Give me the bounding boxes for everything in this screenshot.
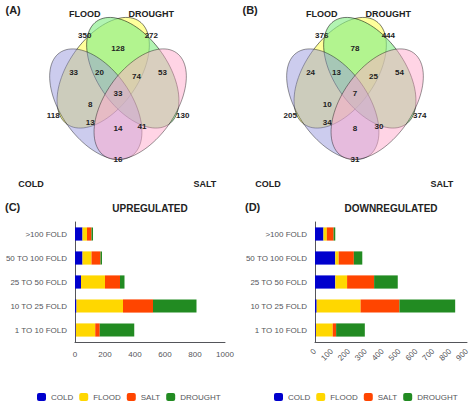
svg-text:200: 200 [98, 350, 112, 359]
svg-text:0: 0 [309, 346, 319, 356]
svg-text:900: 900 [454, 346, 470, 362]
svg-text:FLOOD: FLOOD [93, 393, 121, 402]
svg-text:34: 34 [323, 118, 332, 127]
svg-text:COLD: COLD [255, 179, 281, 189]
svg-text:UPREGULATED: UPREGULATED [112, 203, 187, 214]
svg-text:(C): (C) [5, 201, 21, 213]
svg-text:13: 13 [332, 68, 341, 77]
svg-text:500: 500 [387, 346, 403, 362]
svg-text:7: 7 [353, 89, 358, 98]
svg-text:FLOOD: FLOOD [306, 9, 338, 19]
svg-text:>100 FOLD: >100 FOLD [265, 230, 307, 239]
svg-text:>100 FOLD: >100 FOLD [25, 230, 67, 239]
svg-text:33: 33 [114, 89, 123, 98]
svg-text:SALT: SALT [141, 393, 161, 402]
svg-text:8: 8 [88, 100, 93, 109]
svg-text:700: 700 [421, 346, 437, 362]
svg-text:25 TO 50 FOLD: 25 TO 50 FOLD [10, 278, 67, 287]
svg-text:350: 350 [78, 31, 92, 40]
svg-text:1 TO 10 FOLD: 1 TO 10 FOLD [255, 326, 307, 335]
svg-text:130: 130 [176, 111, 190, 120]
svg-text:(B): (B) [243, 4, 259, 16]
svg-text:376: 376 [315, 31, 329, 40]
svg-text:COLD: COLD [51, 393, 73, 402]
svg-text:100: 100 [319, 346, 335, 362]
svg-text:COLD: COLD [18, 179, 44, 189]
svg-text:600: 600 [158, 350, 172, 359]
svg-text:200: 200 [336, 346, 352, 362]
svg-text:13: 13 [86, 118, 95, 127]
svg-text:53: 53 [158, 68, 167, 77]
svg-text:54: 54 [395, 68, 404, 77]
svg-text:600: 600 [404, 346, 420, 362]
svg-text:10 TO 25 FOLD: 10 TO 25 FOLD [10, 302, 67, 311]
svg-text:16: 16 [114, 155, 123, 164]
svg-text:74: 74 [132, 72, 141, 81]
svg-text:(A): (A) [6, 4, 22, 16]
svg-text:128: 128 [111, 44, 125, 53]
svg-text:FLOOD: FLOOD [69, 9, 101, 19]
svg-text:400: 400 [128, 350, 142, 359]
svg-text:800: 800 [188, 350, 202, 359]
svg-text:14: 14 [114, 124, 123, 133]
svg-text:374: 374 [413, 111, 427, 120]
svg-text:25 TO 50 FOLD: 25 TO 50 FOLD [250, 278, 307, 287]
svg-text:50 TO 100 FOLD: 50 TO 100 FOLD [246, 254, 307, 263]
svg-text:SALT: SALT [194, 179, 217, 189]
svg-text:DROUGHT: DROUGHT [366, 9, 412, 19]
svg-text:DROUGHT: DROUGHT [180, 393, 221, 402]
svg-text:10: 10 [323, 100, 332, 109]
svg-text:25: 25 [369, 72, 378, 81]
svg-text:31: 31 [351, 155, 360, 164]
svg-text:78: 78 [351, 44, 360, 53]
svg-text:50 TO 100 FOLD: 50 TO 100 FOLD [6, 254, 67, 263]
svg-text:DROUGHT: DROUGHT [417, 393, 458, 402]
svg-text:800: 800 [438, 346, 454, 362]
svg-text:272: 272 [145, 31, 159, 40]
svg-text:1000: 1000 [216, 350, 234, 359]
svg-text:10 TO 25 FOLD: 10 TO 25 FOLD [250, 302, 307, 311]
svg-text:444: 444 [382, 31, 396, 40]
svg-text:SALT: SALT [431, 179, 454, 189]
svg-text:COLD: COLD [288, 393, 310, 402]
svg-text:33: 33 [69, 68, 78, 77]
svg-text:400: 400 [370, 346, 386, 362]
svg-text:(D): (D) [245, 201, 261, 213]
svg-text:SALT: SALT [378, 393, 398, 402]
svg-text:1 TO 10 FOLD: 1 TO 10 FOLD [15, 326, 67, 335]
svg-text:118: 118 [47, 111, 60, 120]
svg-text:205: 205 [284, 111, 298, 120]
svg-text:30: 30 [375, 122, 384, 131]
svg-text:300: 300 [353, 346, 369, 362]
svg-text:DOWNREGULATED: DOWNREGULATED [344, 203, 437, 214]
svg-text:41: 41 [138, 122, 147, 131]
svg-text:0: 0 [73, 350, 78, 359]
svg-text:DROUGHT: DROUGHT [129, 9, 175, 19]
svg-text:20: 20 [95, 68, 104, 77]
svg-text:8: 8 [353, 124, 358, 133]
svg-text:24: 24 [306, 68, 315, 77]
svg-text:FLOOD: FLOOD [330, 393, 358, 402]
